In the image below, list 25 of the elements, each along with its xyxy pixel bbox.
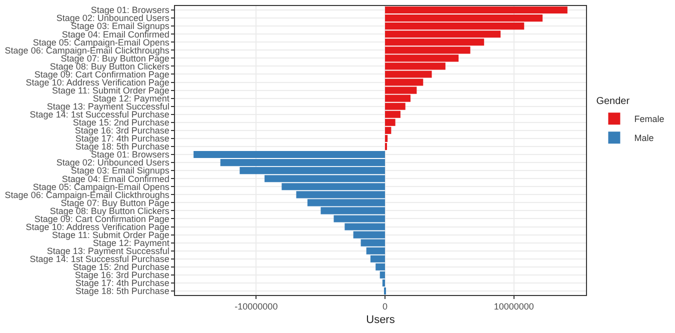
legend-label: Female [634, 114, 664, 124]
y-tick-label: Stage 01: Browsers [90, 150, 170, 160]
y-tick-label: Stage 14: 1st Successful Purchase [30, 110, 170, 120]
x-tick-label: -10000000 [234, 302, 278, 312]
y-tick-label: Stage 13: Payment Successful [46, 102, 170, 112]
y-tick-label: Stage 14: 1st Successful Purchase [30, 254, 170, 264]
y-tick-label: Stage 02: Unbounced Users [56, 158, 170, 168]
y-tick-label: Stage 15: 2nd Purchase [72, 118, 170, 128]
y-tick-label: Stage 16: 3rd Purchase [74, 270, 170, 280]
y-tick-label: Stage 13: Payment Successful [46, 246, 170, 256]
x-tick-label: 0 [382, 302, 388, 312]
legend-title: Gender [596, 96, 630, 108]
y-tick-label: Stage 03: Email Signups [70, 166, 170, 176]
legend-label: Male [634, 133, 654, 144]
y-tick-label: Stage 02: Unbounced Users [56, 13, 170, 24]
y-tick-label: Stage 15: 2nd Purchase [72, 262, 170, 272]
x-tick-label: 10000000 [494, 302, 534, 312]
y-tick-label: Stage 18: 5th Purchase [75, 142, 170, 152]
y-tick-label: Stage 16: 3rd Purchase [74, 126, 170, 136]
y-tick-label: Stage 01: Browsers [90, 5, 170, 16]
y-tick-label: Stage 18: 5th Purchase [75, 286, 170, 296]
y-tick-label: Stage 03: Email Signups [70, 21, 170, 32]
y-tick-label: Stage 17: 4th Purchase [75, 278, 170, 288]
x-axis-title: Users [366, 314, 396, 326]
y-tick-label: Stage 17: 4th Purchase [75, 134, 170, 144]
